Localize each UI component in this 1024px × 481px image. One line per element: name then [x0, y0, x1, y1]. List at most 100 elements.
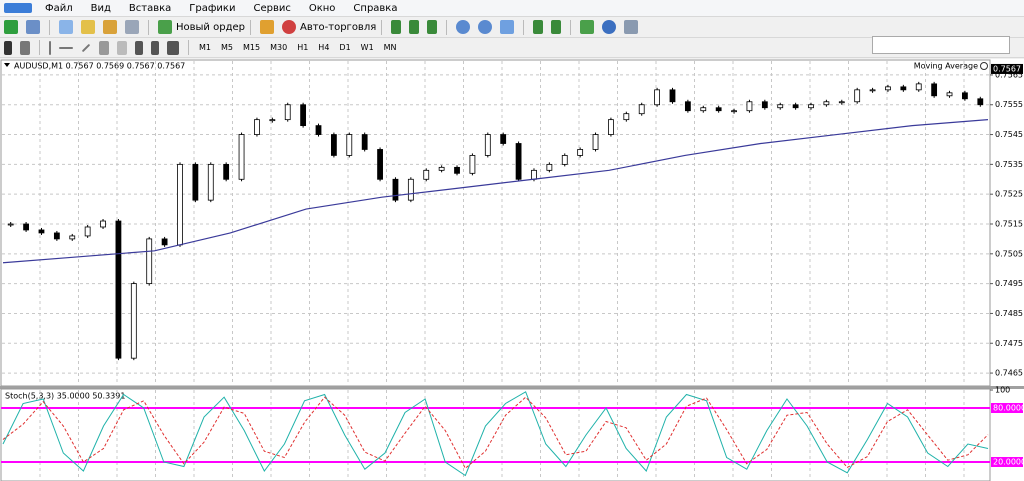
- vline-button[interactable]: [49, 40, 51, 55]
- cursor-button[interactable]: [4, 40, 12, 55]
- timeframe-button[interactable]: H4: [318, 43, 330, 52]
- timeframe-button[interactable]: MN: [383, 43, 397, 52]
- candle: [38, 229, 45, 234]
- candle: [808, 104, 814, 109]
- candle: [869, 89, 876, 92]
- candle: [161, 238, 168, 246]
- y-tick-label: 0.7535: [995, 160, 1023, 169]
- channel-button[interactable]: [99, 40, 109, 55]
- candle: [684, 101, 691, 112]
- candle: [885, 86, 891, 91]
- candle: [361, 134, 368, 150]
- candle: [515, 143, 522, 180]
- menu-item[interactable]: Файл: [45, 2, 73, 14]
- templates-button[interactable]: [624, 20, 639, 34]
- trendline-button[interactable]: [81, 43, 91, 52]
- timeframe-button[interactable]: M1: [199, 43, 211, 52]
- candle: [346, 134, 353, 156]
- menu-item[interactable]: Окно: [308, 2, 336, 14]
- indicators-button[interactable]: [580, 20, 595, 34]
- market-watch-button[interactable]: [59, 20, 73, 34]
- crosshair-button[interactable]: [20, 40, 30, 55]
- label-button[interactable]: [151, 40, 159, 55]
- zoom-out-button[interactable]: [478, 20, 493, 34]
- timeframe-button[interactable]: D1: [339, 43, 351, 52]
- timeframe-button[interactable]: M5: [221, 43, 233, 52]
- navigator-button[interactable]: [81, 20, 95, 34]
- candle: [315, 125, 322, 135]
- toolbar: Новый ордер Авто-торговля: [0, 17, 1024, 54]
- candle: [392, 178, 399, 201]
- y-tick-label: 0.7505: [995, 249, 1023, 258]
- text-button[interactable]: [135, 40, 143, 55]
- candle: [238, 134, 245, 180]
- chart-menu-arrow[interactable]: [4, 63, 10, 67]
- scroll-button[interactable]: [533, 20, 544, 34]
- arrows-button[interactable]: [167, 40, 179, 55]
- shift-button[interactable]: [551, 20, 562, 34]
- current-price-label: 0.7567: [993, 64, 1021, 73]
- auto-trading-button[interactable]: Авто-торговля: [299, 21, 377, 33]
- candle: [669, 89, 676, 103]
- menu-item[interactable]: Вставка: [128, 2, 172, 14]
- candle: [207, 163, 214, 201]
- candle: [23, 223, 29, 231]
- candles-button[interactable]: [409, 20, 420, 34]
- candle: [823, 101, 830, 106]
- stoch-title: Stoch(5,3,3) 35.0000 50.3391: [5, 392, 125, 401]
- panel-separator: [0, 386, 1024, 389]
- menu-item[interactable]: Графики: [189, 2, 236, 14]
- new-order-icon: [158, 20, 172, 34]
- line-button[interactable]: [427, 20, 438, 34]
- new-chart-button[interactable]: [4, 20, 18, 34]
- drawing-toolbar: M1 M5 M15 M30 H1 H4 D1 W1 MN: [0, 38, 1024, 58]
- candle: [792, 104, 799, 109]
- candle: [484, 134, 491, 156]
- candle: [146, 238, 153, 285]
- profiles-button[interactable]: [26, 20, 40, 34]
- moving-average-line: [2, 119, 989, 264]
- candle: [438, 166, 445, 171]
- candle: [715, 107, 722, 112]
- timeframe-button[interactable]: W1: [360, 43, 374, 52]
- timeframe-button[interactable]: M30: [270, 43, 288, 52]
- periods-button[interactable]: [602, 20, 617, 34]
- bars-button[interactable]: [391, 20, 402, 34]
- indicator-close[interactable]: [980, 62, 988, 70]
- zoom-in-button[interactable]: [456, 20, 471, 34]
- terminal-button[interactable]: [103, 20, 117, 34]
- y-tick-label: 0.7565: [995, 70, 1023, 79]
- menu-item[interactable]: Сервис: [253, 2, 291, 14]
- menu-item[interactable]: Справка: [353, 2, 398, 14]
- chart-title: AUDUSD,M1 0.7567 0.7569 0.7567 0.7567: [14, 62, 185, 71]
- candle: [130, 283, 137, 359]
- hline-button[interactable]: [59, 46, 73, 49]
- tile-button[interactable]: [500, 20, 515, 34]
- fibo-button[interactable]: [117, 40, 127, 55]
- tester-button[interactable]: [125, 20, 139, 34]
- menu-item[interactable]: Вид: [90, 2, 111, 14]
- candle: [330, 134, 337, 156]
- candle: [731, 110, 737, 113]
- timeframe-button[interactable]: H1: [297, 43, 309, 52]
- search-box[interactable]: [872, 36, 1010, 54]
- candle: [577, 149, 584, 156]
- candle: [7, 223, 14, 226]
- candle: [608, 119, 614, 135]
- candle: [623, 113, 630, 121]
- candle: [192, 163, 199, 201]
- candle: [100, 220, 106, 228]
- editor-button[interactable]: [259, 20, 274, 34]
- y-tick-label: 0.7515: [995, 220, 1023, 229]
- new-order-button[interactable]: Новый ордер: [176, 21, 245, 33]
- y-tick-label: 0.7475: [995, 339, 1023, 348]
- timeframes: M1 M5 M15 M30 H1 H4 D1 W1 MN: [194, 43, 402, 52]
- candle: [638, 104, 645, 115]
- candle: [407, 178, 414, 201]
- timeframe-button[interactable]: M15: [243, 43, 261, 52]
- indicator-label: Moving Average: [914, 62, 978, 71]
- y-tick-label: 0.7555: [995, 100, 1023, 109]
- candle: [838, 101, 845, 104]
- candle: [561, 155, 568, 165]
